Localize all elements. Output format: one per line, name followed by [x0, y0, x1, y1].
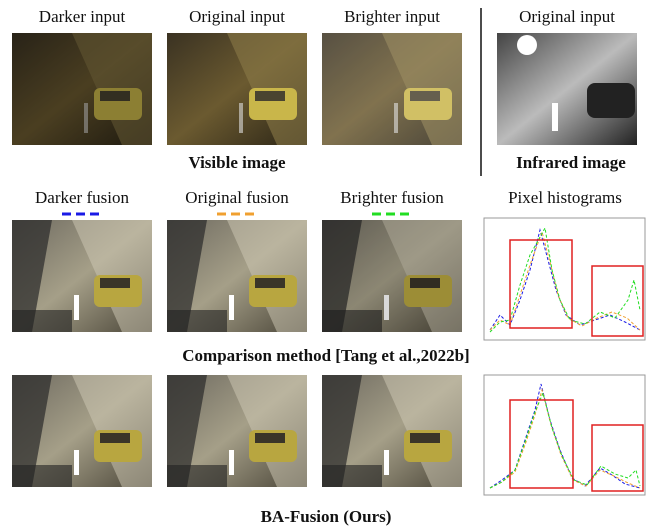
column-label: Darker fusion [35, 188, 129, 207]
column-label: Original input [189, 7, 285, 26]
overlay [322, 220, 462, 332]
brighten-overlay [322, 33, 462, 145]
image [12, 375, 152, 487]
column-label: Brighter fusion [340, 188, 444, 207]
column-label: Darker input [39, 7, 126, 26]
histogram [484, 375, 645, 495]
column-label: Original fusion [185, 188, 289, 207]
image [167, 33, 307, 145]
image [322, 375, 462, 487]
histogram [484, 218, 645, 340]
histogram-frame [484, 218, 645, 340]
image [12, 220, 152, 332]
figure: Darker input Original input Brighter inp… [0, 0, 652, 531]
caption: BA-Fusion (Ours) [261, 507, 392, 526]
darken-overlay [12, 33, 152, 145]
column-label: Pixel histograms [508, 188, 622, 207]
caption: Visible image [188, 153, 286, 172]
column-label: Original input [519, 7, 615, 26]
column-label: Brighter input [344, 7, 440, 26]
caption: Comparison method [Tang et al.,2022b] [182, 346, 469, 365]
image [497, 33, 637, 145]
image [167, 220, 307, 332]
image [167, 375, 307, 487]
caption: Infrared image [516, 153, 626, 172]
